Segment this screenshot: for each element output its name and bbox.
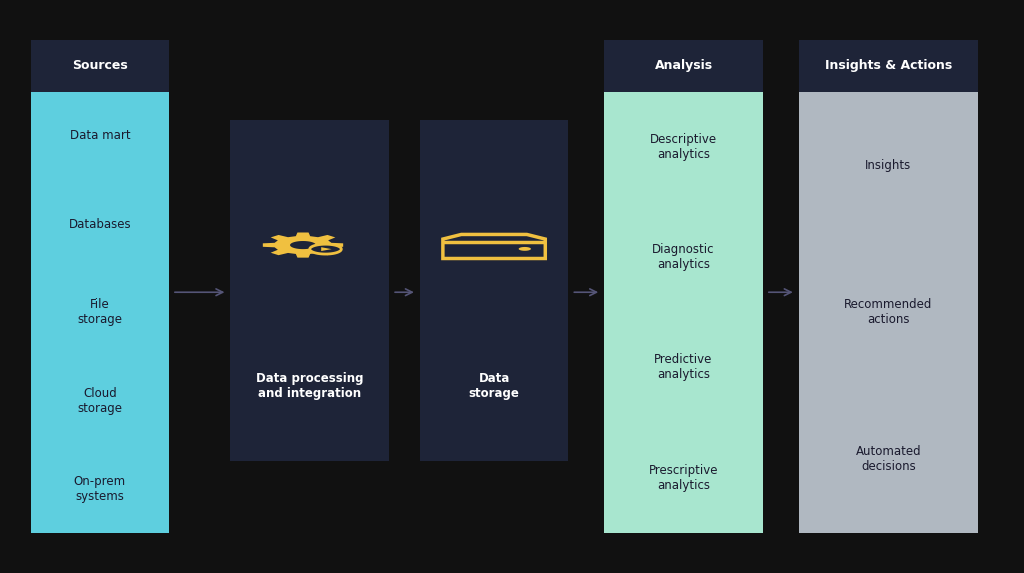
Text: Automated
decisions: Automated decisions [855, 445, 922, 473]
Text: Prescriptive
analytics: Prescriptive analytics [649, 464, 718, 492]
Text: Sources: Sources [72, 60, 128, 72]
Bar [799, 92, 978, 533]
Text: Cloud
storage: Cloud storage [78, 387, 122, 414]
Polygon shape [322, 247, 332, 251]
Text: Analysis: Analysis [654, 60, 713, 72]
Polygon shape [290, 241, 316, 249]
Text: File
storage: File storage [78, 299, 122, 326]
Text: Data processing
and integration: Data processing and integration [256, 372, 364, 401]
Text: Databases: Databases [69, 218, 131, 230]
Text: Insights & Actions: Insights & Actions [824, 60, 952, 72]
Polygon shape [310, 244, 341, 254]
Text: Predictive
analytics: Predictive analytics [654, 354, 713, 382]
Polygon shape [519, 247, 530, 251]
Bar [799, 40, 978, 92]
Text: On-prem
systems: On-prem systems [74, 475, 126, 503]
Bar [230, 120, 389, 461]
Bar [31, 92, 169, 533]
Text: Insights: Insights [865, 159, 911, 172]
Text: Recommended
actions: Recommended actions [844, 299, 933, 326]
Polygon shape [263, 233, 343, 258]
Text: Diagnostic
analytics: Diagnostic analytics [652, 243, 715, 271]
Bar [604, 40, 763, 92]
Text: Data mart: Data mart [70, 129, 130, 142]
Bar [420, 120, 568, 461]
Text: Data
storage: Data storage [469, 372, 519, 401]
Bar [604, 92, 763, 533]
Text: Descriptive
analytics: Descriptive analytics [650, 133, 717, 161]
Bar [31, 40, 169, 92]
Polygon shape [442, 234, 545, 258]
